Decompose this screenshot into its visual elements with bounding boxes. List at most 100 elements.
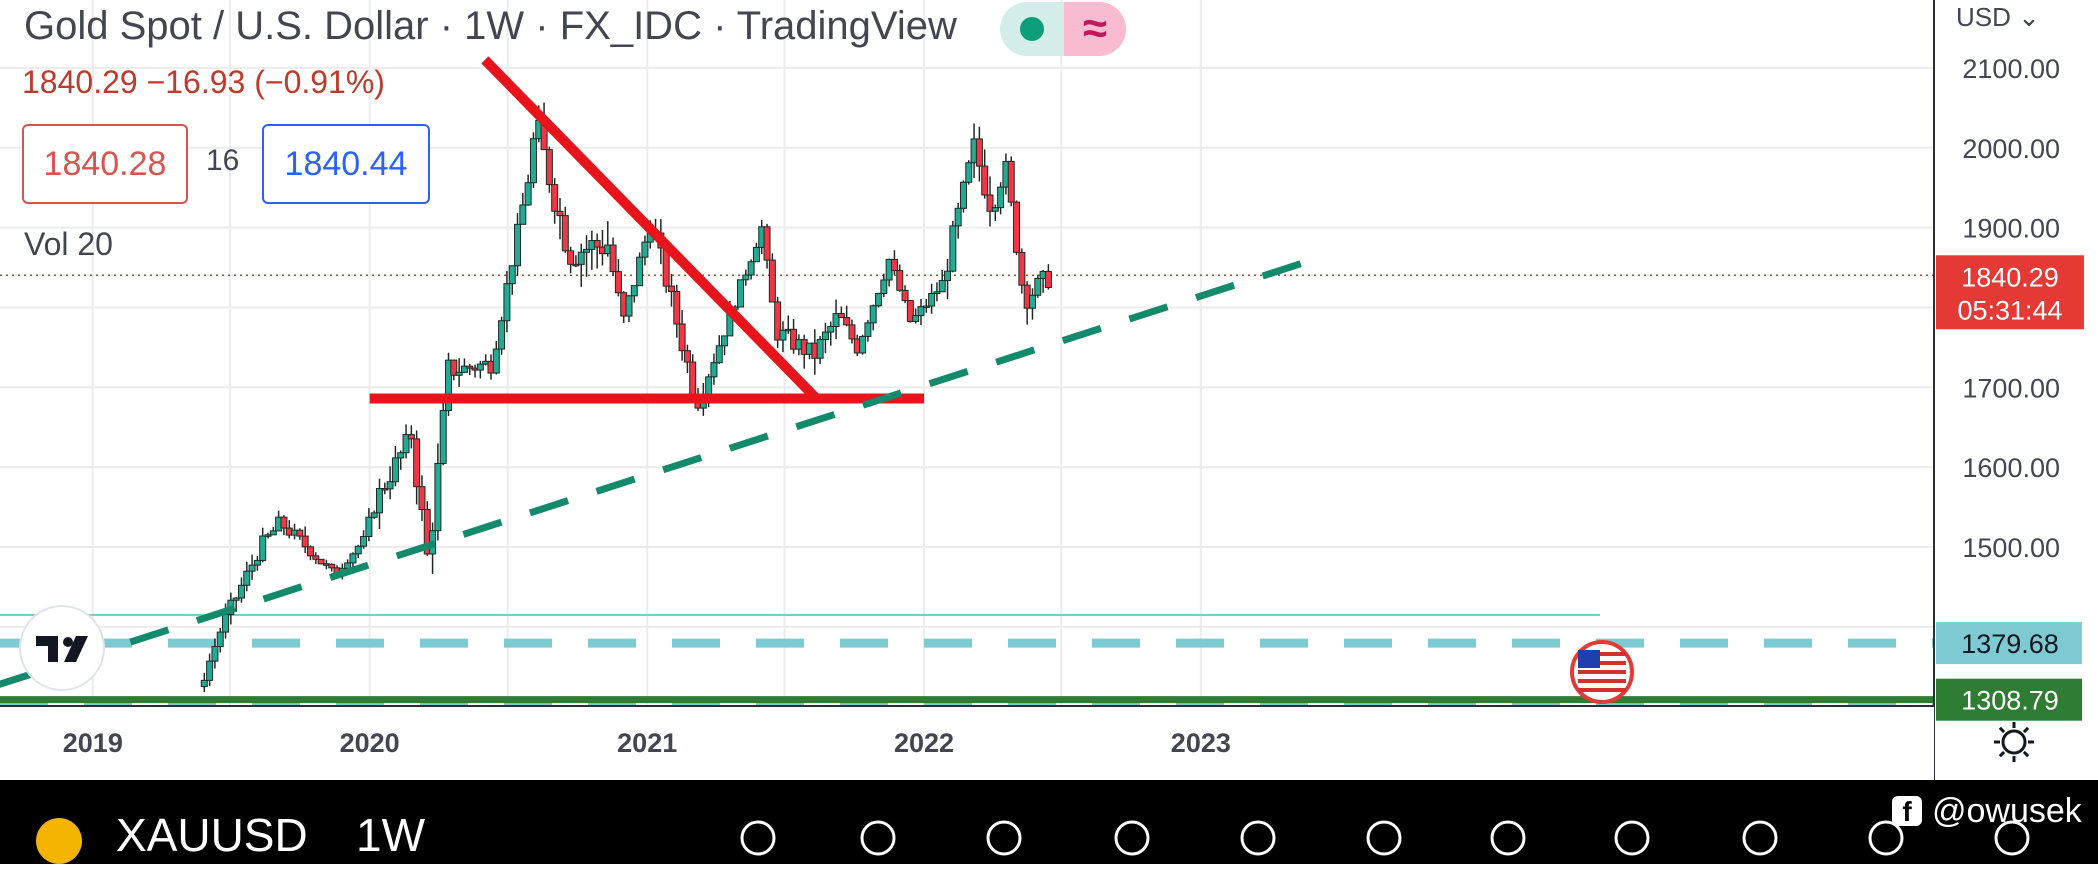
candle-body: [445, 359, 453, 412]
candle-body: [476, 363, 484, 371]
candle-body: [1028, 294, 1036, 309]
facebook-icon: f: [1892, 796, 1922, 827]
lightbulb-icon[interactable]: [1480, 808, 1536, 864]
candle-body: [736, 279, 744, 308]
logo-glyph: [36, 636, 88, 662]
flag-canton: [1578, 650, 1600, 668]
candle-body: [742, 274, 750, 281]
timeframe-label[interactable]: 1W: [356, 809, 425, 861]
candle-body: [949, 225, 957, 272]
logo-dot: [63, 637, 73, 647]
indicator-pills[interactable]: ≈: [1000, 2, 1126, 56]
price-tick-label: 1500.00: [1962, 533, 2060, 563]
gold-coin-icon: [36, 818, 82, 864]
candle-body: [306, 546, 314, 557]
status-dot-icon: [1020, 17, 1044, 41]
settings-icon: [1994, 722, 2034, 762]
logo-circle: [19, 605, 105, 691]
time-axis[interactable]: 2019 2020 2021 2022 2023: [0, 605, 2034, 780]
candle-body: [583, 248, 591, 253]
grid-icon[interactable]: [1356, 808, 1412, 864]
candle-body: [561, 215, 569, 252]
candle-body: [609, 244, 617, 273]
more-icon[interactable]: [1984, 808, 2040, 864]
pen-icon[interactable]: [730, 808, 786, 864]
candle-body: [832, 313, 840, 328]
candle-body: [466, 365, 474, 369]
candle-body: [912, 315, 920, 322]
candle-body: [721, 335, 729, 347]
candle-body: [1034, 277, 1042, 296]
fx-icon[interactable]: [850, 808, 906, 864]
candle-body: [986, 194, 994, 212]
candle-body: [636, 256, 644, 287]
candle-body: [997, 186, 1005, 209]
candle-body: [1044, 270, 1052, 289]
candle-body: [678, 323, 686, 352]
flag-stripe: [1578, 688, 1626, 692]
candle-body: [200, 679, 208, 688]
candle-body: [572, 263, 580, 267]
candle-body: [625, 295, 633, 317]
bar-countdown-label: 05:31:44: [1957, 295, 2062, 325]
candle-body: [508, 265, 516, 285]
candle-body: [843, 317, 851, 326]
market-open-indicator: [1000, 2, 1064, 56]
candle-body: [237, 584, 245, 599]
candle-body: [259, 535, 267, 561]
candle-body: [763, 226, 771, 261]
flag-stripe: [1578, 661, 1626, 665]
candle-body: [683, 350, 691, 363]
price-tick-label: 1900.00: [1962, 214, 2060, 244]
alarm-icon[interactable]: [976, 808, 1032, 864]
candle-body: [944, 270, 952, 282]
symbol-label[interactable]: XAUUSD: [116, 809, 308, 861]
candle-body: [975, 138, 983, 167]
bar-chart-icon[interactable]: [1230, 808, 1286, 864]
candle-body: [545, 149, 553, 186]
price-axis[interactable]: 1500.001600.001700.001800.001900.002000.…: [1933, 0, 2098, 780]
settings-icon-ray: [1998, 726, 2006, 734]
flag-stripe: [1578, 670, 1626, 674]
time-tick-label: 2019: [63, 728, 123, 758]
plot-background: [0, 0, 1934, 706]
level-price-label: 1379.68: [1961, 629, 2059, 659]
candle-body: [280, 516, 288, 529]
candle-body: [869, 305, 877, 324]
candle-body: [556, 210, 564, 217]
descending-trendline: [481, 56, 819, 401]
candle-body: [890, 258, 898, 272]
candle-body: [901, 289, 909, 302]
currency-selector[interactable]: USD ⌄: [1956, 2, 2040, 32]
plus-circle-icon[interactable]: [1104, 808, 1160, 864]
candle-body: [450, 359, 458, 376]
candle-body: [752, 246, 760, 263]
trend-drawings: [0, 56, 1328, 688]
sell-price-box[interactable]: 1840.28: [22, 124, 188, 204]
candle-body: [715, 345, 723, 364]
last-price-change: 1840.29 −16.93 (−0.91%): [22, 64, 385, 100]
candle-body: [875, 292, 883, 307]
candle-body: [1007, 160, 1015, 203]
candle-body: [391, 457, 399, 483]
candle-body: [837, 313, 845, 319]
tradingview-logo: [19, 605, 105, 691]
approx-icon: ≈: [1064, 2, 1126, 56]
candle-body: [593, 240, 601, 248]
volume-label: Vol 20: [24, 226, 113, 262]
candle-body: [232, 597, 240, 601]
candle-body: [418, 486, 426, 511]
candle-body: [253, 559, 261, 566]
time-tick-label: 2023: [1171, 728, 1231, 758]
settings-icon-ray: [2022, 750, 2030, 758]
calendar-icon[interactable]: [1732, 808, 1788, 864]
candle-icon[interactable]: [1858, 808, 1914, 864]
level-price-label: 1308.79: [1961, 686, 2059, 716]
buy-price-box[interactable]: 1840.44: [262, 124, 430, 204]
share-icon[interactable]: [1604, 808, 1660, 864]
price-tick-label: 1600.00: [1962, 453, 2060, 483]
candle-body: [248, 564, 256, 572]
flag-stripe: [1578, 652, 1626, 656]
candle-body: [519, 204, 527, 225]
